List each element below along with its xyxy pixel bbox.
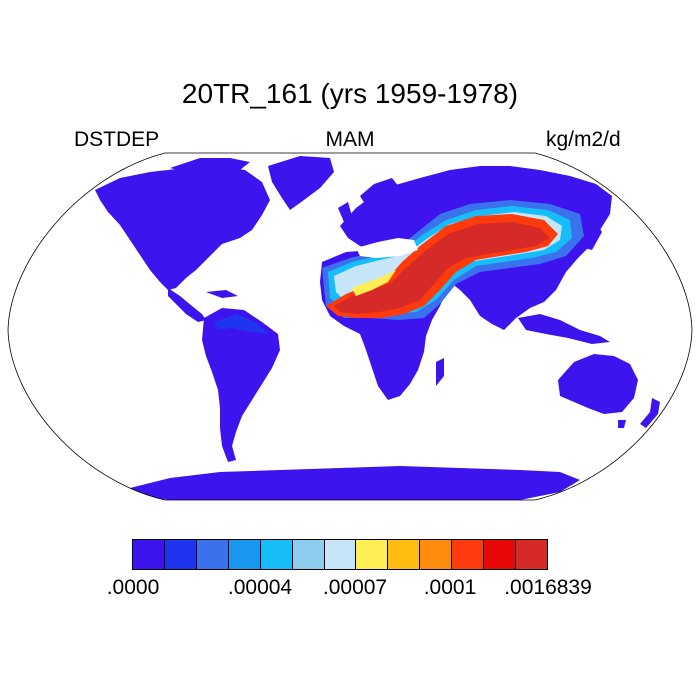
south-america-landmass: [202, 308, 280, 462]
variable-label: DSTDEP: [74, 128, 160, 151]
plot-title: 20TR_161 (yrs 1959-1978): [181, 78, 519, 109]
arctic-islands: [170, 158, 250, 172]
greenland: [268, 156, 334, 210]
colorbar-swatch: [356, 540, 389, 569]
australia-landmass: [558, 354, 638, 414]
land-layer: [95, 156, 660, 500]
scandinavia: [360, 178, 400, 214]
new-zealand: [640, 398, 660, 428]
colorbar-swatch: [324, 540, 357, 569]
colorbar-swatch: [516, 540, 547, 569]
colorbar: [132, 539, 548, 570]
colorbar-tick-label: .0000: [106, 576, 160, 599]
north-america-landmass: [95, 166, 270, 290]
colorbar-tick-label: .0001: [423, 576, 477, 599]
colorbar-swatch: [388, 540, 421, 569]
central-america: [168, 288, 206, 322]
antarctica-landmass: [130, 466, 580, 500]
japan: [584, 222, 602, 250]
sahara-yellow-band: [352, 270, 396, 296]
colorbar-swatch: [484, 540, 517, 569]
colorbar-swatch: [133, 540, 165, 569]
colorbar-tick-label: .0016839: [504, 576, 592, 599]
colorbar-tick-label: .00007: [322, 576, 388, 599]
dust-zone-max: [334, 222, 550, 314]
tasmania: [618, 420, 626, 428]
colorbar-swatch: [260, 540, 293, 569]
colorbar-swatch: [452, 540, 485, 569]
globe-outline: [7, 152, 693, 501]
colorbar-swatch: [196, 540, 229, 569]
units-label: kg/m2/d: [546, 128, 621, 151]
mediterranean-sea: [356, 238, 418, 258]
british-isles: [338, 202, 352, 222]
south-america-dust-band: [214, 314, 268, 334]
season-label: MAM: [325, 128, 375, 151]
colorbar-swatch: [228, 540, 261, 569]
colorbar-swatch: [420, 540, 453, 569]
colorbar-swatch: [164, 540, 197, 569]
madagascar: [436, 358, 444, 386]
southeast-asia-islands: [518, 314, 610, 344]
colorbar-swatch: [292, 540, 325, 569]
caribbean-islands: [206, 290, 238, 298]
colorbar-tick-label: .00004: [227, 576, 293, 599]
